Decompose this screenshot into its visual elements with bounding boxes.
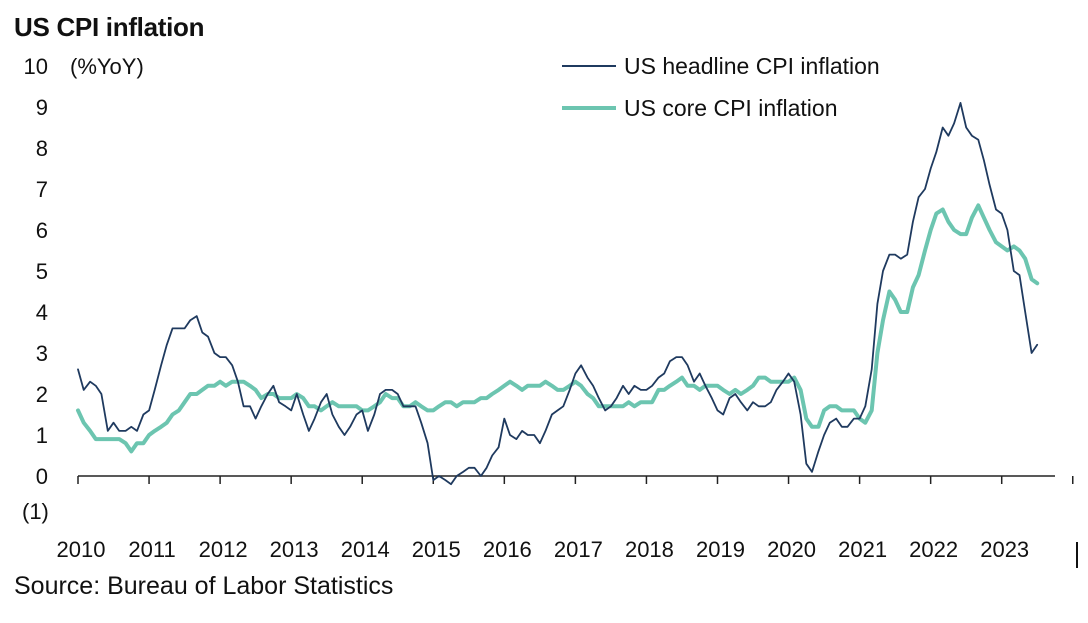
x-tick-label: 2017 — [554, 537, 603, 562]
x-tick-label: 2018 — [625, 537, 674, 562]
y-tick-label: 6 — [36, 218, 48, 243]
x-tick-label: 2016 — [483, 537, 532, 562]
x-tick-label: 2020 — [767, 537, 816, 562]
y-tick-label: (1) — [22, 499, 49, 524]
y-tick-label: 3 — [36, 341, 48, 366]
y-tick-label: 4 — [36, 300, 48, 325]
y-tick-label: 1 — [36, 423, 48, 448]
x-tick-label: 2010 — [57, 537, 106, 562]
y-tick-label: 0 — [36, 464, 48, 489]
legend-label-core: US core CPI inflation — [624, 95, 837, 121]
x-axis: 2010 2011 2012 2013 2014 2015 2016 2017 2018 2019… — [57, 475, 1074, 562]
y-axis: (1) 0 1 2 3 4 5 6 7 8 9 10 — [22, 54, 49, 524]
x-tick-label: 2015 — [412, 537, 461, 562]
legend-label-headline: US headline CPI inflation — [624, 53, 880, 79]
x-tick-label: 2022 — [909, 537, 958, 562]
x-tick-label: 2019 — [696, 537, 745, 562]
y-tick-label: 2 — [36, 382, 48, 407]
chart-title: US CPI inflation — [14, 12, 205, 42]
x-tick-label: 2013 — [270, 537, 319, 562]
core-cpi-series-line — [76, 203, 1040, 454]
x-tick-label: 2021 — [838, 537, 887, 562]
y-tick-label: 7 — [36, 177, 48, 202]
x-tick-label: 2023 — [980, 537, 1029, 562]
y-tick-label: 9 — [36, 95, 48, 120]
x-tick-label: 2014 — [341, 537, 390, 562]
y-tick-label: 10 — [24, 54, 48, 79]
headline-cpi-series-line — [77, 102, 1039, 486]
source-note: Source: Bureau of Labor Statistics — [14, 572, 394, 600]
legend: US headline CPI inflation US core CPI inf… — [562, 53, 880, 121]
x-tick-label: 2012 — [199, 537, 248, 562]
y-tick-label: 5 — [36, 259, 48, 284]
series-layer — [76, 102, 1040, 486]
y-axis-unit-label: (%YoY) — [70, 54, 144, 79]
x-tick-label: 2011 — [128, 537, 175, 562]
y-tick-label: 8 — [36, 136, 48, 161]
